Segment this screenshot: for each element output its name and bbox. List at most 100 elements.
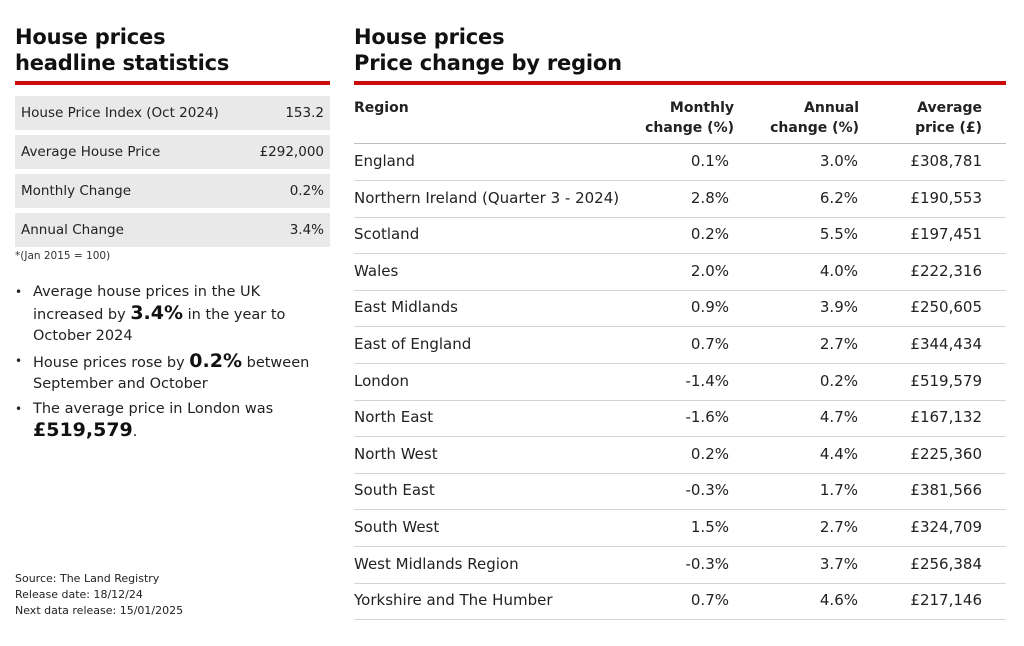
headline-title: House prices headline statistics: [15, 24, 335, 76]
monthly-change-cell: 2.8%: [690, 188, 729, 207]
monthly-change-cell: 0.2%: [690, 444, 729, 463]
column-header-line: change (%): [770, 120, 859, 136]
average-price-cell: £222,316: [910, 261, 982, 280]
table-row: North East -1.6% 4.7% £167,132: [354, 400, 1006, 438]
source-notes: Source: The Land Registry Release date: …: [15, 571, 183, 619]
stat-value: 0.2%: [289, 183, 324, 199]
column-header-price: Average price (£): [915, 98, 982, 138]
stat-row-hpi: House Price Index (Oct 2024) 153.2: [15, 96, 330, 130]
annual-change-cell: 0.2%: [819, 371, 858, 390]
key-point: • Average house prices in the UK increas…: [15, 282, 315, 347]
key-point-text: .: [132, 424, 138, 440]
monthly-change-cell: -0.3%: [685, 554, 729, 573]
key-point-text: Average house prices in the UK increased…: [33, 284, 261, 323]
average-price-cell: £190,553: [910, 188, 982, 207]
table-row: England 0.1% 3.0% £308,781: [354, 144, 1006, 181]
monthly-change-cell: 1.5%: [690, 518, 729, 536]
monthly-change-cell: -1.6%: [685, 408, 729, 427]
annual-change-cell: 2.7%: [819, 518, 858, 536]
release-date-text: Release date: 18/12/24: [15, 588, 143, 601]
bullet-icon: •: [15, 402, 23, 416]
column-header-monthly: Monthly change (%): [645, 98, 734, 138]
region-cell: London: [354, 371, 409, 390]
table-row: North West 0.2% 4.4% £225,360: [354, 437, 1006, 474]
column-header-line: Monthly: [669, 100, 734, 116]
monthly-change-cell: 0.7%: [690, 335, 729, 353]
monthly-change-cell: -0.3%: [685, 481, 729, 500]
annual-change-cell: 2.7%: [819, 335, 858, 353]
annual-change-cell: 4.6%: [819, 591, 858, 610]
annual-change-cell: 5.5%: [819, 225, 858, 244]
average-price-cell: £167,132: [910, 408, 982, 427]
index-footnote: *(Jan 2015 = 100): [15, 250, 111, 262]
annual-change-cell: 4.0%: [819, 261, 858, 280]
average-price-cell: £519,579: [910, 371, 982, 390]
table-row: Scotland 0.2% 5.5% £197,451: [354, 217, 1006, 255]
bullet-icon: •: [15, 285, 23, 299]
monthly-change-cell: 0.7%: [690, 591, 729, 610]
stat-value: £292,000: [259, 144, 324, 160]
key-point-text: between September and October: [33, 355, 310, 392]
stat-label: House Price Index (Oct 2024): [21, 105, 219, 121]
header-divider: [354, 143, 1006, 144]
annual-change-cell: 1.7%: [819, 481, 858, 500]
stat-row-average-price: Average House Price £292,000: [15, 135, 330, 169]
key-point: • House prices rose by 0.2% between Sept…: [15, 351, 315, 395]
key-point-text: The average price in London was: [33, 401, 274, 417]
table-row: Wales 2.0% 4.0% £222,316: [354, 254, 1006, 291]
next-release-text: Next data release: 15/01/2025: [15, 604, 184, 617]
table-row: South East -0.3% 1.7% £381,566: [354, 473, 1006, 511]
key-point-figure: 0.2%: [189, 350, 242, 372]
region-title-line2: Price change by region: [354, 51, 622, 75]
stat-value: 153.2: [285, 105, 324, 121]
region-cell: North East: [354, 408, 434, 427]
key-point: • The average price in London was £519,5…: [15, 399, 315, 443]
column-header-line: change (%): [645, 120, 734, 136]
monthly-change-cell: 2.0%: [690, 261, 729, 280]
table-row: Northern Ireland (Quarter 3 - 2024) 2.8% 6…: [354, 181, 1006, 218]
annual-change-cell: 3.9%: [819, 298, 858, 317]
average-price-cell: £344,434: [910, 335, 982, 353]
annual-change-cell: 3.7%: [819, 554, 858, 573]
monthly-change-cell: -1.4%: [685, 371, 729, 390]
average-price-cell: £217,146: [910, 591, 982, 610]
table-row: South West 1.5% 2.7% £324,709: [354, 510, 1006, 547]
region-cell: England: [354, 152, 415, 170]
stat-label: Monthly Change: [21, 183, 132, 199]
stat-row-annual-change: Annual Change 3.4%: [15, 213, 330, 247]
region-cell: Yorkshire and The Humber: [354, 591, 553, 610]
stat-label: Average House Price: [21, 144, 161, 160]
key-point-text: House prices rose by: [33, 355, 190, 371]
table-row: Yorkshire and The Humber 0.7% 4.6% £217,146: [354, 583, 1006, 621]
monthly-change-cell: 0.2%: [690, 225, 729, 244]
region-cell: Scotland: [354, 225, 420, 244]
column-header-line: Average: [917, 100, 982, 116]
average-price-cell: £308,781: [910, 152, 982, 170]
table-row: East Midlands 0.9% 3.9% £250,605: [354, 290, 1006, 328]
average-price-cell: £250,605: [910, 298, 982, 317]
region-cell: Wales: [354, 261, 399, 280]
region-divider: [354, 81, 1006, 85]
region-cell: East Midlands: [354, 298, 458, 317]
key-point-text: in the year to October 2024: [33, 307, 286, 344]
region-cell: South West: [354, 518, 440, 536]
annual-change-cell: 3.0%: [819, 152, 858, 170]
table-row: West Midlands Region -0.3% 3.7% £256,384: [354, 547, 1006, 584]
annual-change-cell: 4.4%: [819, 444, 858, 463]
table-row: London -1.4% 0.2% £519,579: [354, 364, 1006, 401]
key-point-figure: £519,579: [33, 419, 133, 441]
column-header-annual: Annual change (%): [770, 98, 859, 138]
region-title-line1: House prices: [354, 25, 505, 49]
average-price-cell: £225,360: [910, 444, 982, 463]
key-points-list: • Average house prices in the UK increas…: [15, 282, 315, 447]
stat-value: 3.4%: [289, 222, 324, 238]
bullet-icon: •: [15, 354, 23, 368]
average-price-cell: £324,709: [910, 518, 982, 536]
key-point-figure: 3.4%: [130, 302, 184, 324]
region-cell: Northern Ireland (Quarter 3 - 2024): [354, 188, 620, 207]
headline-title-line2: headline statistics: [15, 51, 230, 75]
annual-change-cell: 6.2%: [819, 188, 858, 207]
annual-change-cell: 4.7%: [819, 408, 858, 427]
region-cell: West Midlands Region: [354, 554, 519, 573]
headline-divider: [15, 81, 330, 85]
